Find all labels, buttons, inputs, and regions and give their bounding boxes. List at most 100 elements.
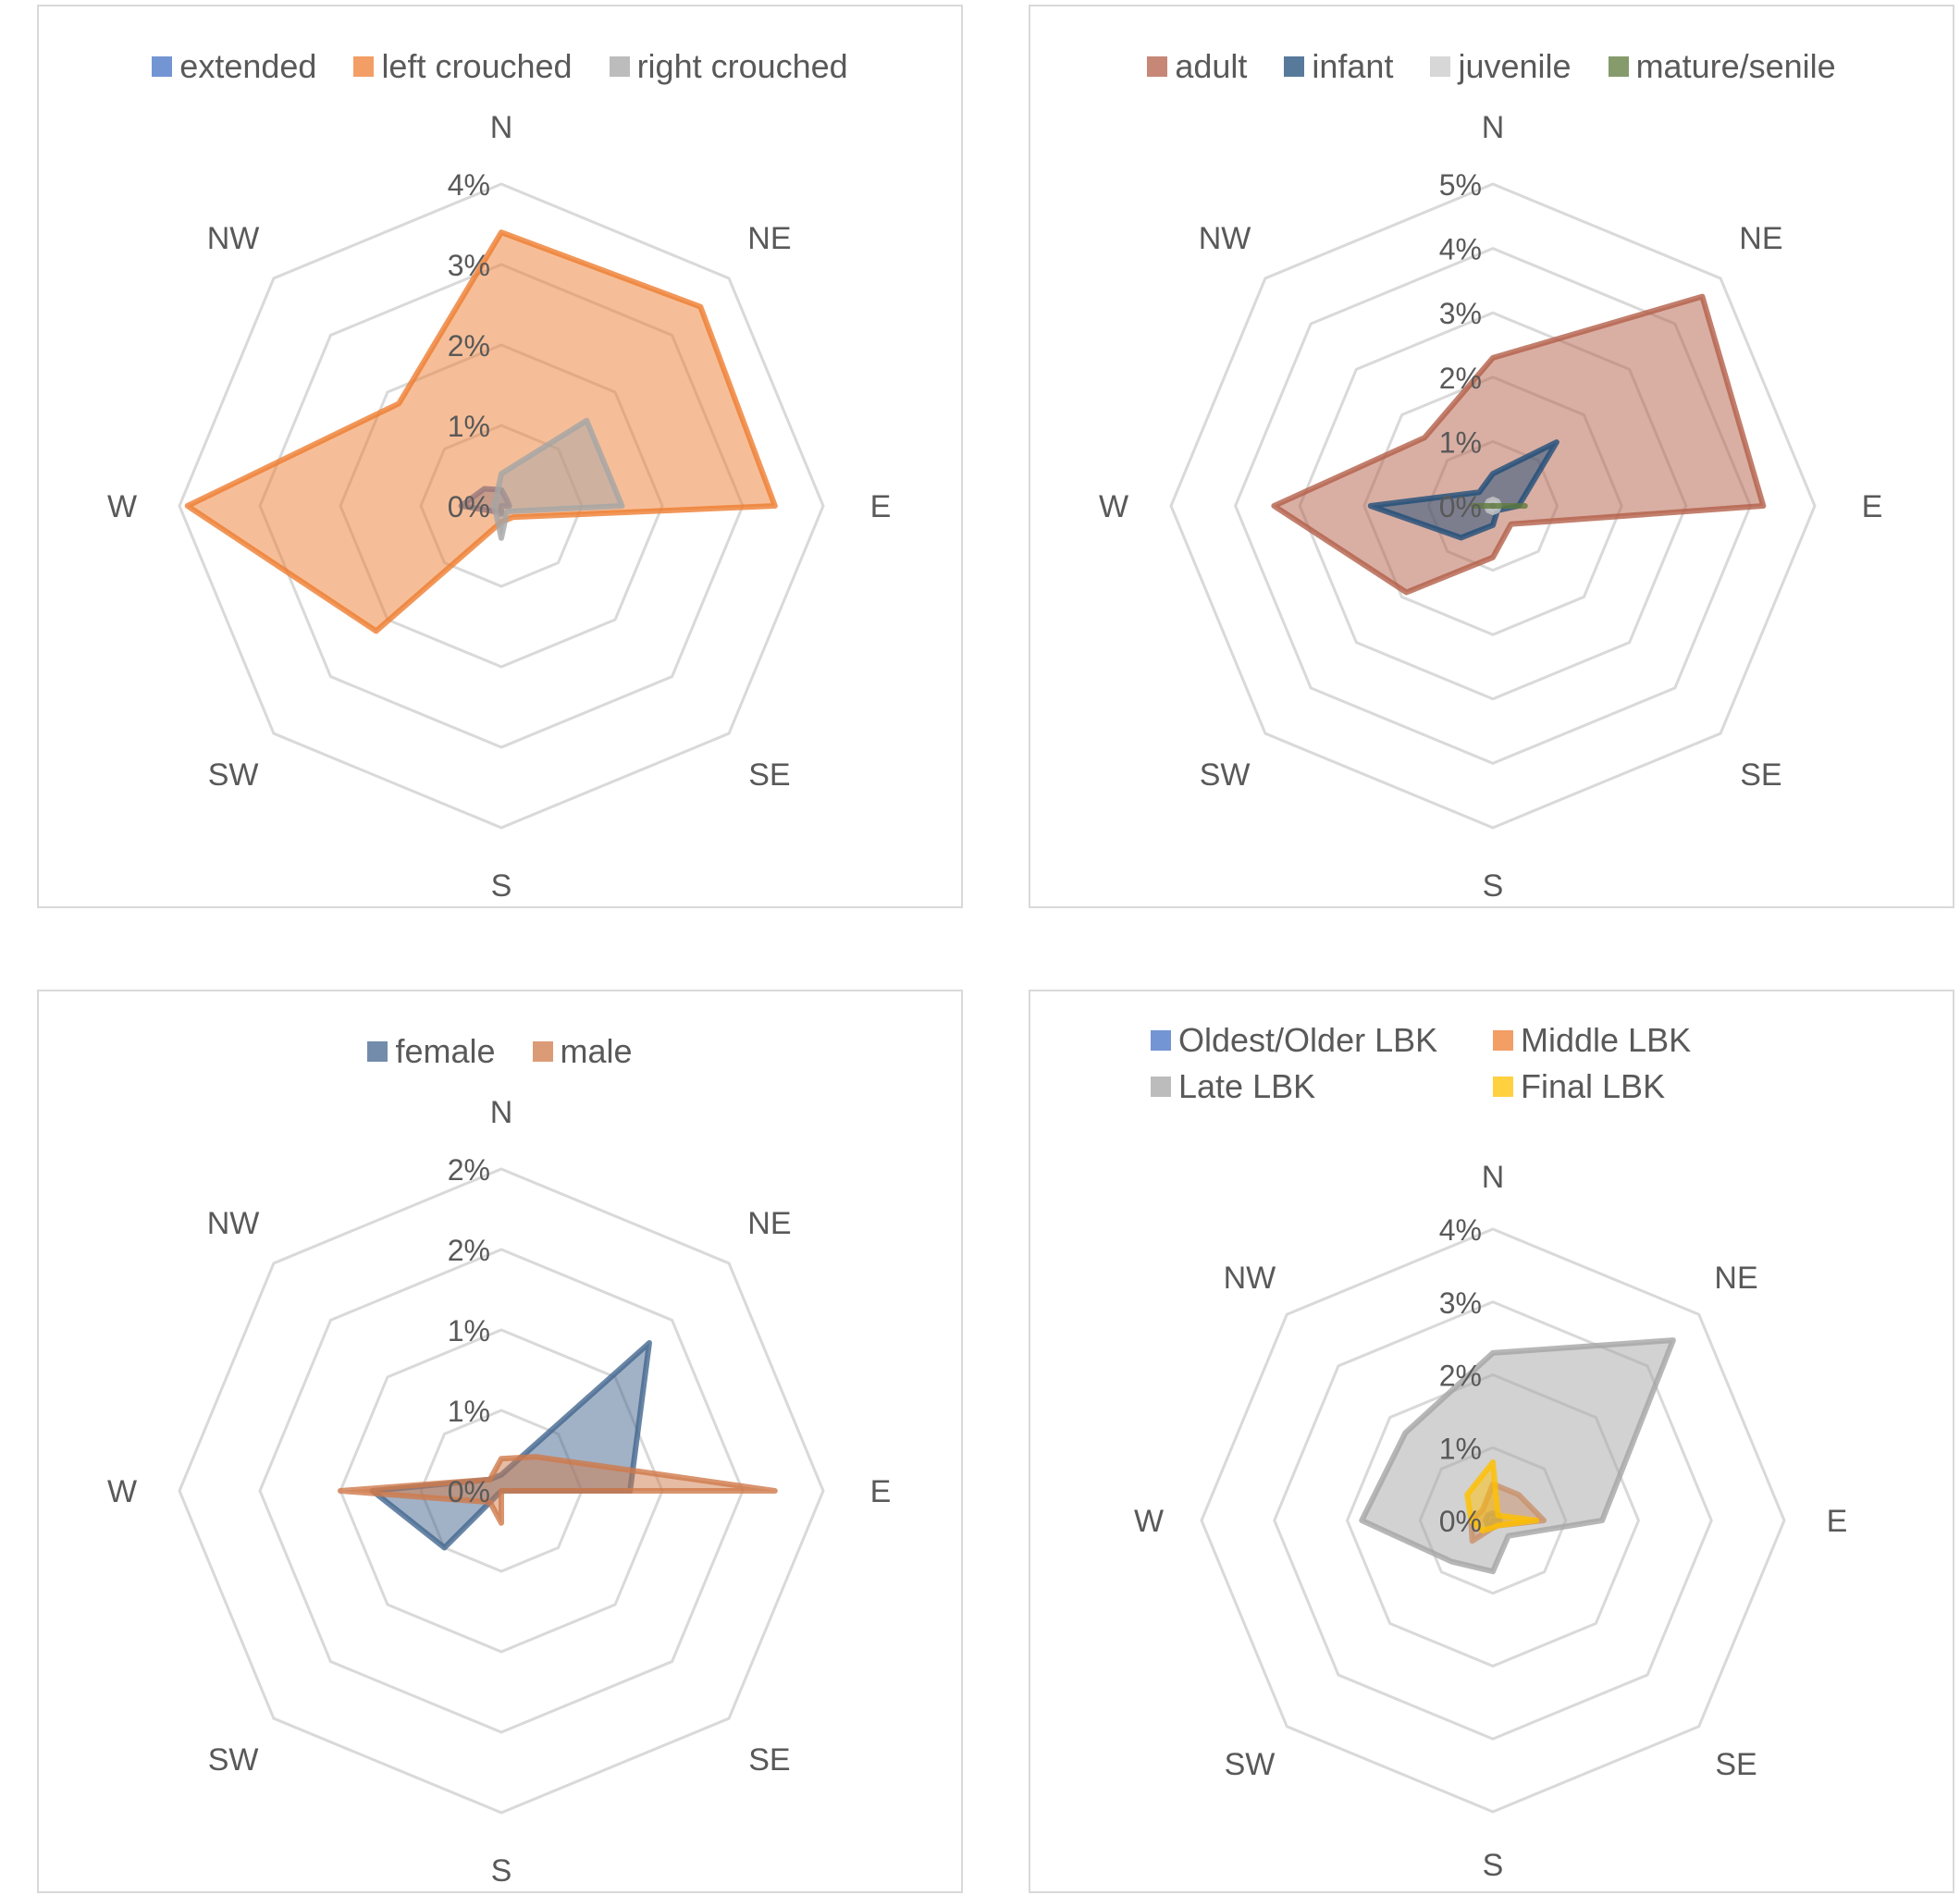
chart-panel-sex: female male 0% 1% 1% 2% 2% N NE E SE S SW W NW [37, 990, 963, 1893]
tick-label: 1% [1439, 425, 1482, 459]
legend-item: infant [1284, 43, 1393, 90]
legend-swatch [609, 56, 630, 77]
category-label: NW [1224, 1261, 1276, 1296]
grid-ring [178, 1167, 825, 1815]
legend-item: mature/senile [1608, 43, 1836, 90]
category-label: N [490, 110, 513, 145]
category-label: S [491, 868, 512, 904]
series-area-right-crouched [490, 417, 625, 541]
legend-item: Late LBK [1151, 1064, 1493, 1110]
tick-label: 5% [1439, 168, 1482, 202]
legend-swatch [1284, 56, 1305, 77]
tick-label: 1% [448, 410, 490, 443]
legend-swatch [1151, 1077, 1171, 1097]
category-label: N [490, 1095, 513, 1130]
category-label: NE [747, 221, 791, 256]
grid-ring [258, 1248, 745, 1734]
category-label: SE [1715, 1747, 1757, 1782]
legend: female male [39, 1028, 961, 1075]
legend-label: Oldest/Older LBK [1178, 1021, 1438, 1059]
legend: Oldest/Older LBK Middle LBK Late LBK Final … [1151, 1017, 1743, 1110]
radar-chart: 0% 1% 2% 3% 4% 5%N NE E SE S SW W NW [1099, 110, 1883, 904]
legend-label: Late LBK [1178, 1067, 1316, 1105]
tick-label: 2% [448, 1234, 490, 1267]
category-label: SW [1225, 1747, 1276, 1782]
tick-label: 4% [1439, 1213, 1482, 1247]
series-area-male [338, 1454, 778, 1526]
grid-ring [178, 182, 825, 830]
radar-chart: 0% 1% 2% 3% 4%N NE E SE S SW W NW [107, 110, 892, 904]
tick-label: 2% [1439, 362, 1482, 395]
tick-label: 0% [1439, 1505, 1482, 1538]
legend-label: juvenile [1458, 47, 1572, 85]
legend-item: Oldest/Older LBK [1151, 1017, 1493, 1064]
legend-swatch [353, 56, 375, 77]
legend-swatch [1147, 56, 1168, 77]
series-area-final-lbk [1464, 1459, 1540, 1534]
category-label: E [870, 489, 892, 524]
tick-label: 0% [1439, 490, 1482, 523]
category-label: SE [748, 1742, 790, 1778]
legend-label: extended [179, 47, 317, 85]
grid-ring [1169, 182, 1817, 830]
legend-label: Middle LBK [1521, 1021, 1692, 1059]
category-label: SW [1200, 757, 1251, 793]
category-label: NW [1199, 221, 1251, 256]
category-label: N [1482, 110, 1505, 145]
legend-swatch [532, 1041, 553, 1062]
category-label: SW [208, 1742, 259, 1778]
category-label: W [107, 1474, 137, 1509]
legend-label: adult [1175, 47, 1248, 85]
category-label: E [1862, 489, 1883, 524]
legend-label: left crouched [381, 47, 573, 85]
tick-label: 3% [1439, 297, 1482, 330]
legend-swatch [1493, 1030, 1513, 1051]
category-label: NE [1714, 1261, 1757, 1296]
category-label: NW [207, 1206, 260, 1241]
chart-panel-body-position: extended left crouched right crouched 0% 1%… [37, 5, 963, 908]
tick-label: 3% [448, 249, 490, 282]
category-label: NE [1739, 221, 1782, 256]
category-label: E [870, 1474, 892, 1509]
chart-panel-age: adult infant juvenile mature/senile 0% 1% 2% 3… [1029, 5, 1954, 908]
category-label: N [1482, 1160, 1505, 1195]
tick-label: 3% [1439, 1286, 1482, 1320]
legend-label: right crouched [636, 47, 848, 85]
radar-chart: 0% 1% 2% 3% 4%N NE E SE S SW W NW [1134, 1160, 1847, 1883]
legend-label: infant [1312, 47, 1394, 85]
legend-swatch [1493, 1077, 1513, 1097]
tick-label: 2% [448, 329, 490, 363]
grid-ring [1200, 1227, 1786, 1814]
legend-swatch [367, 1041, 388, 1062]
category-label: NE [747, 1206, 791, 1241]
legend: adult infant juvenile mature/senile [1030, 43, 1953, 90]
legend-item: Final LBK [1493, 1064, 1733, 1110]
series-area-adult [1271, 293, 1767, 596]
tick-label: 1% [1439, 1432, 1482, 1465]
legend-item: left crouched [353, 43, 573, 90]
category-label: S [1483, 868, 1504, 904]
legend-swatch [1430, 56, 1451, 77]
category-label: SE [748, 757, 790, 793]
tick-label: 1% [448, 1395, 490, 1428]
tick-label: 4% [1439, 233, 1482, 266]
tick-label: 2% [1439, 1360, 1482, 1393]
category-label: W [107, 489, 137, 524]
legend-label: mature/senile [1635, 47, 1836, 85]
chart-panel-phase: Oldest/Older LBK Middle LBK Late LBK Final … [1029, 990, 1954, 1893]
tick-label: 4% [448, 168, 490, 202]
grid-ring [1273, 1300, 1713, 1741]
category-label: S [491, 1853, 512, 1889]
legend-swatch [1151, 1030, 1171, 1051]
series-area-late-lbk [1359, 1337, 1676, 1575]
legend-item: extended [152, 43, 316, 90]
tick-label: 2% [448, 1153, 490, 1187]
tick-label: 0% [448, 490, 490, 523]
category-label: SW [208, 757, 259, 793]
legend-swatch [1608, 56, 1629, 77]
category-label: W [1099, 489, 1128, 524]
legend-item: juvenile [1430, 43, 1572, 90]
series-area-infant [1367, 439, 1559, 541]
category-label: W [1134, 1504, 1164, 1539]
